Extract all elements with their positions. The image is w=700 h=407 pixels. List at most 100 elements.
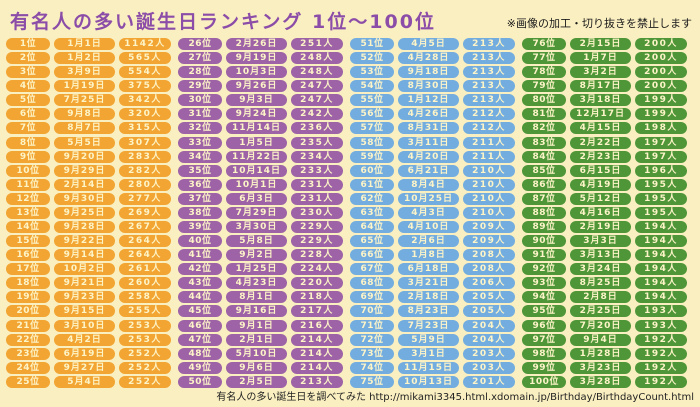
rank-pill: 71位 [350, 319, 394, 332]
rank-pill: 74位 [350, 361, 394, 374]
date-pill: 11月22日 [226, 150, 287, 163]
date-pill: 4月26日 [398, 108, 459, 121]
count-pill: 192人 [635, 347, 687, 360]
date-pill: 9月27日 [54, 361, 115, 374]
count-pill: 235人 [291, 136, 343, 149]
count-pill: 201人 [463, 375, 515, 388]
count-pill: 252人 [119, 347, 171, 360]
count-pill: 214人 [291, 361, 343, 374]
count-pill: 565人 [119, 52, 171, 65]
count-pill: 1142人 [119, 38, 171, 50]
date-pill: 9月29日 [54, 164, 115, 177]
rank-pill: 91位 [522, 249, 566, 262]
count-pill: 203人 [463, 347, 515, 360]
date-pill: 8月30日 [398, 80, 459, 93]
count-pill: 192人 [635, 333, 687, 346]
count-pill: 205人 [463, 305, 515, 318]
rank-pill: 23位 [6, 347, 50, 360]
rank-pill: 10位 [6, 164, 50, 177]
date-pill: 1月8日 [398, 249, 459, 262]
date-pill: 10月3日 [226, 66, 287, 79]
date-pill: 5月8日 [226, 235, 287, 248]
count-pill: 236人 [291, 122, 343, 135]
rank-pill: 57位 [350, 122, 394, 135]
date-pill: 9月6日 [226, 361, 287, 374]
date-pill: 4月20日 [398, 150, 459, 163]
rank-pill: 92位 [522, 263, 566, 276]
rank-pill: 12位 [6, 192, 50, 205]
rank-pill: 11位 [6, 178, 50, 191]
rank-pill: 85位 [522, 164, 566, 177]
date-pill: 9月20日 [54, 150, 115, 163]
rank-pill: 37位 [178, 192, 222, 205]
count-pill: 212人 [463, 108, 515, 121]
date-pill: 8月17日 [570, 80, 631, 93]
date-pill: 8月4日 [398, 178, 459, 191]
date-pill: 2月25日 [570, 305, 631, 318]
date-pill: 7月25日 [54, 94, 115, 107]
date-pill: 1月25日 [226, 263, 287, 276]
date-pill: 9月23日 [54, 291, 115, 304]
date-pill: 4月16日 [570, 206, 631, 219]
rank-pill: 7位 [6, 122, 50, 135]
count-pill: 197人 [635, 150, 687, 163]
rank-pill: 28位 [178, 66, 222, 79]
count-pill: 267人 [119, 221, 171, 234]
rank-pill: 19位 [6, 291, 50, 304]
count-pill: 229人 [291, 221, 343, 234]
date-pill: 1月12日 [398, 94, 459, 107]
date-pill: 3月1日 [398, 347, 459, 360]
rank-pill: 26位 [178, 38, 222, 50]
date-pill: 7月29日 [226, 206, 287, 219]
count-pill: 194人 [635, 221, 687, 234]
count-pill: 231人 [291, 192, 343, 205]
date-pill: 3月30日 [226, 221, 287, 234]
date-pill: 4月5日 [398, 38, 459, 50]
date-pill: 3月28日 [570, 375, 631, 388]
rank-pill: 15位 [6, 235, 50, 248]
date-pill: 1月2日 [54, 52, 115, 65]
rank-pill: 90位 [522, 235, 566, 248]
rank-pill: 20位 [6, 305, 50, 318]
rank-pill: 45位 [178, 305, 222, 318]
count-pill: 252人 [119, 361, 171, 374]
count-pill: 260人 [119, 277, 171, 290]
date-pill: 2月1日 [226, 333, 287, 346]
count-pill: 195人 [635, 192, 687, 205]
date-pill: 5月4日 [54, 375, 115, 388]
rank-pill: 86位 [522, 178, 566, 191]
count-pill: 192人 [635, 375, 687, 388]
date-pill: 2月19日 [570, 221, 631, 234]
date-pill: 9月25日 [54, 206, 115, 219]
count-pill: 213人 [463, 52, 515, 65]
count-pill: 199人 [635, 94, 687, 107]
date-pill: 2月6日 [398, 235, 459, 248]
count-pill: 211人 [463, 150, 515, 163]
date-pill: 3月13日 [570, 249, 631, 262]
date-pill: 5月5日 [54, 136, 115, 149]
rank-pill: 32位 [178, 122, 222, 135]
date-pill: 1月7日 [570, 52, 631, 65]
count-pill: 253人 [119, 333, 171, 346]
date-pill: 5月10日 [226, 347, 287, 360]
count-pill: 258人 [119, 291, 171, 304]
count-pill: 224人 [291, 263, 343, 276]
header: 有名人の多い誕生日ランキング 1位〜100位 ※画像の加工・切り抜きを禁止します [0, 0, 700, 36]
date-pill: 11月14日 [226, 122, 287, 135]
count-pill: 216人 [291, 319, 343, 332]
date-pill: 9月18日 [398, 66, 459, 79]
date-pill: 6月21日 [398, 164, 459, 177]
count-pill: 234人 [291, 150, 343, 163]
date-pill: 7月20日 [570, 319, 631, 332]
count-pill: 231人 [291, 178, 343, 191]
count-pill: 253人 [119, 319, 171, 332]
rank-pill: 100位 [522, 375, 566, 388]
rank-pill: 99位 [522, 361, 566, 374]
date-pill: 8月1日 [226, 291, 287, 304]
rank-pill: 69位 [350, 291, 394, 304]
date-pill: 10月14日 [226, 164, 287, 177]
count-pill: 209人 [463, 221, 515, 234]
date-pill: 4月3日 [398, 206, 459, 219]
rank-pill: 13位 [6, 206, 50, 219]
